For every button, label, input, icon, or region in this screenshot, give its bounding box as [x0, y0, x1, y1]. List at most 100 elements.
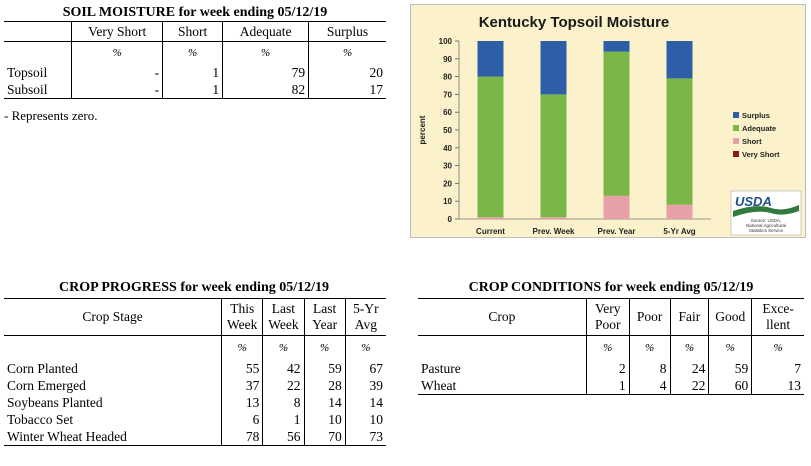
soil-moisture-title: SOIL MOISTURE for week ending 05/12/19 [62, 4, 328, 20]
source-note-line: Source: USDA, [751, 218, 782, 223]
cond-row-label: Pasture [418, 360, 587, 377]
progress-cell: 14 [304, 394, 346, 411]
soil-cell: 79 [222, 64, 310, 81]
crop-progress-table: Crop Stage This Week Last Week Last Year 5-… [4, 298, 386, 446]
x-tick-label: Prev. Year [598, 227, 636, 236]
cond-crop-header: Crop [418, 298, 587, 336]
cond-unit: % [773, 342, 783, 354]
cond-cell: 2 [586, 360, 630, 377]
chart-title: Kentucky Topsoil Moisture [479, 14, 670, 31]
table-row: Wheat 1 4 22 60 13 [418, 377, 804, 395]
bar-segment-surplus [477, 41, 504, 77]
cond-cell: 22 [670, 377, 710, 395]
cond-cell: 13 [751, 377, 804, 395]
progress-unit: % [361, 342, 371, 354]
legend-label: Adequate [742, 124, 776, 133]
x-tick-label: Prev. Week [533, 227, 576, 236]
progress-unit: % [221, 335, 264, 360]
progress-col-this-week: This Week [221, 298, 264, 336]
cond-cell: 1 [586, 377, 630, 395]
cond-cell: 60 [708, 377, 753, 395]
soil-col-short: Short [162, 21, 224, 42]
cond-col-good: Good [708, 298, 753, 336]
soil-row-label: Topsoil [4, 64, 73, 81]
cond-col-very-poor: Very Poor [586, 298, 630, 336]
cond-unit: % [586, 335, 630, 360]
bar-segment-adequate [477, 76, 504, 218]
table-row: Subsoil - 1 82 17 [4, 81, 386, 99]
soil-header-blank [4, 21, 73, 42]
y-tick-label: 80 [443, 73, 452, 82]
y-tick-label: 90 [443, 55, 452, 64]
x-tick-label: 5-Yr Avg [663, 227, 695, 236]
progress-stage-header: Crop Stage [4, 298, 223, 336]
progress-cell: 55 [221, 360, 264, 377]
y-tick-label: 40 [443, 144, 452, 153]
progress-row-label: Tobacco Set [4, 411, 223, 428]
progress-cell: 67 [369, 360, 384, 376]
progress-col-5yr-avg: 5-Yr Avg [345, 298, 386, 336]
legend-swatch [733, 151, 739, 157]
soil-unit: % [162, 41, 224, 64]
progress-unit: % [304, 335, 346, 360]
bar-segment-short [603, 195, 630, 219]
legend-label: Short [742, 137, 762, 146]
crop-progress-title: CROP PROGRESS for week ending 05/12/19 [58, 280, 330, 295]
bar-segment-adequate [666, 78, 693, 205]
cond-cell: 4 [629, 377, 671, 395]
table-row: Corn Planted 55 42 59 67 [4, 360, 386, 377]
progress-cell: 6 [221, 411, 264, 428]
cond-col-excellent: Exce-llent [751, 298, 804, 336]
cond-unit: % [629, 335, 671, 360]
soil-unit: % [71, 41, 164, 64]
y-tick-label: 30 [443, 162, 452, 171]
legend-swatch [733, 125, 739, 131]
progress-cell: 37 [221, 377, 264, 394]
soil-unit: % [222, 41, 310, 64]
cond-row-label: Wheat [418, 377, 587, 395]
crop-conditions-title: CROP CONDITIONS for week ending 05/12/19 [468, 280, 754, 295]
soil-cell: - [71, 81, 164, 99]
table-row: Soybeans Planted 13 8 14 14 [4, 394, 386, 411]
soil-moisture-table: SOIL MOISTURE for week ending 05/12/19 V… [4, 4, 386, 99]
cond-col-fair: Fair [670, 298, 710, 336]
table-row: Pasture 2 8 24 59 7 [418, 360, 804, 377]
soil-cell: 1 [162, 81, 224, 99]
source-note-line: National Agricultural [746, 223, 786, 228]
cond-cell: 7 [794, 360, 801, 376]
progress-cell: 56 [262, 428, 305, 446]
soil-unit: % [342, 47, 353, 59]
y-tick-label: 70 [443, 90, 452, 99]
progress-cell: 10 [369, 411, 384, 427]
progress-row-label: Corn Emerged [4, 377, 223, 394]
soil-col-very-short: Very Short [71, 21, 164, 42]
progress-cell: 22 [262, 377, 305, 394]
legend-swatch [733, 138, 739, 144]
bar-segment-adequate [540, 94, 567, 218]
cond-cell: 8 [629, 360, 671, 377]
soil-cell: 1 [162, 64, 224, 81]
y-tick-label: 10 [443, 197, 452, 206]
y-tick-label: 20 [443, 179, 452, 188]
progress-unit: % [262, 335, 305, 360]
table-row: Tobacco Set 6 1 10 10 [4, 411, 386, 428]
table-row: Topsoil - 1 79 20 [4, 64, 386, 81]
progress-cell: 8 [262, 394, 305, 411]
soil-row-label: Subsoil [4, 81, 73, 99]
legend-label: Surplus [742, 111, 770, 120]
soil-cell: 20 [369, 64, 384, 80]
progress-cell: 39 [369, 377, 384, 393]
table-row: Corn Emerged 37 22 28 39 [4, 377, 386, 394]
x-tick-label: Current [476, 227, 505, 236]
usda-logo-swoosh [733, 205, 799, 217]
cond-cell: 59 [708, 360, 753, 377]
bar-segment-adequate [603, 51, 630, 196]
y-tick-label: 50 [443, 126, 452, 135]
soil-cell: - [71, 64, 164, 81]
soil-cell: 82 [222, 81, 310, 99]
y-tick-label: 60 [443, 108, 452, 117]
progress-cell: 59 [304, 360, 346, 377]
progress-cell: 14 [369, 394, 384, 410]
cond-cell: 24 [670, 360, 710, 377]
progress-cell: 70 [304, 428, 346, 446]
